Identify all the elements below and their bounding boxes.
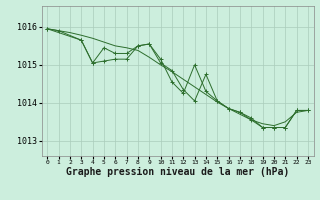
X-axis label: Graphe pression niveau de la mer (hPa): Graphe pression niveau de la mer (hPa) [66, 167, 289, 177]
